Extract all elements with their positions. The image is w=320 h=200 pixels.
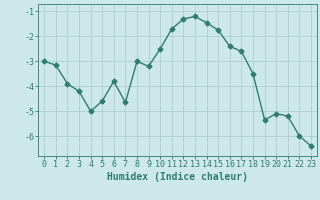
X-axis label: Humidex (Indice chaleur): Humidex (Indice chaleur) (107, 172, 248, 182)
